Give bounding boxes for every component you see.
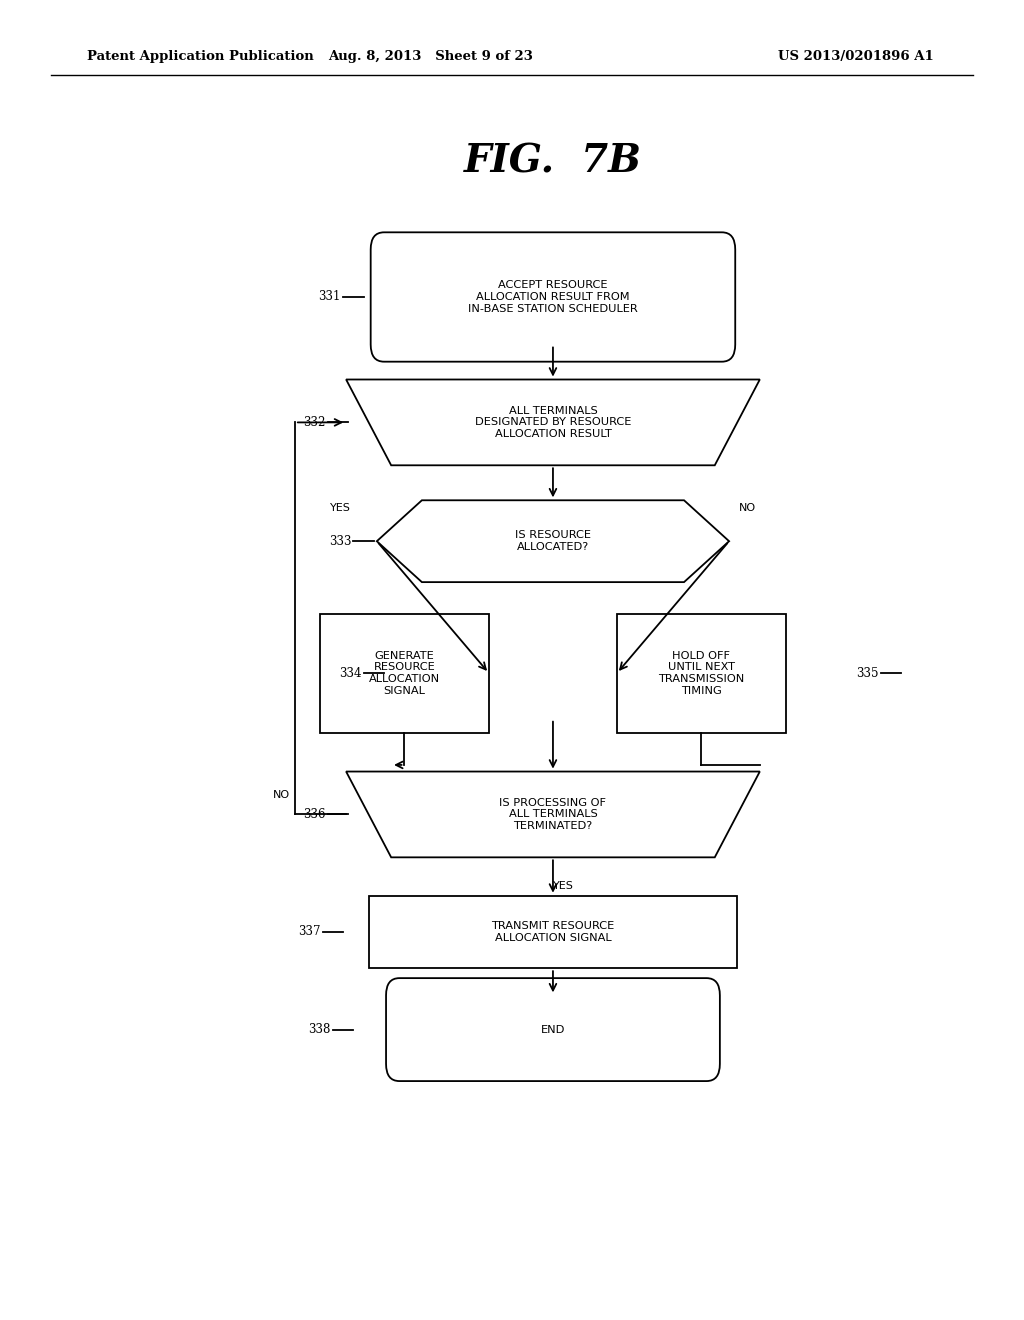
Text: Patent Application Publication: Patent Application Publication: [87, 50, 313, 63]
Text: NO: NO: [739, 503, 757, 513]
Bar: [319, 614, 489, 733]
Text: YES: YES: [331, 503, 351, 513]
Text: 331: 331: [318, 290, 341, 304]
Polygon shape: [346, 771, 760, 858]
Text: 336: 336: [303, 808, 326, 821]
Text: 334: 334: [339, 667, 361, 680]
Polygon shape: [346, 379, 760, 465]
Polygon shape: [377, 500, 729, 582]
Text: Aug. 8, 2013   Sheet 9 of 23: Aug. 8, 2013 Sheet 9 of 23: [328, 50, 532, 63]
Text: IS RESOURCE
ALLOCATED?: IS RESOURCE ALLOCATED?: [515, 531, 591, 552]
Text: 338: 338: [308, 1023, 331, 1036]
Text: GENERATE
RESOURCE
ALLOCATION
SIGNAL: GENERATE RESOURCE ALLOCATION SIGNAL: [369, 651, 440, 696]
Text: END: END: [541, 1024, 565, 1035]
Bar: [369, 895, 737, 969]
Text: NO: NO: [272, 789, 290, 800]
Text: FIG.  7B: FIG. 7B: [464, 143, 642, 180]
Text: HOLD OFF
UNTIL NEXT
TRANSMISSION
TIMING: HOLD OFF UNTIL NEXT TRANSMISSION TIMING: [658, 651, 744, 696]
Text: US 2013/0201896 A1: US 2013/0201896 A1: [778, 50, 934, 63]
FancyBboxPatch shape: [386, 978, 720, 1081]
Text: YES: YES: [553, 882, 573, 891]
Text: 337: 337: [298, 925, 321, 939]
Text: 332: 332: [303, 416, 326, 429]
Text: IS PROCESSING OF
ALL TERMINALS
TERMINATED?: IS PROCESSING OF ALL TERMINALS TERMINATE…: [500, 797, 606, 832]
Text: TRANSMIT RESOURCE
ALLOCATION SIGNAL: TRANSMIT RESOURCE ALLOCATION SIGNAL: [492, 921, 614, 942]
Text: ALL TERMINALS
DESIGNATED BY RESOURCE
ALLOCATION RESULT: ALL TERMINALS DESIGNATED BY RESOURCE ALL…: [475, 405, 631, 440]
Text: 335: 335: [856, 667, 879, 680]
Text: ACCEPT RESOURCE
ALLOCATION RESULT FROM
IN-BASE STATION SCHEDULER: ACCEPT RESOURCE ALLOCATION RESULT FROM I…: [468, 280, 638, 314]
FancyBboxPatch shape: [371, 232, 735, 362]
Text: 333: 333: [329, 535, 351, 548]
Bar: [616, 614, 786, 733]
